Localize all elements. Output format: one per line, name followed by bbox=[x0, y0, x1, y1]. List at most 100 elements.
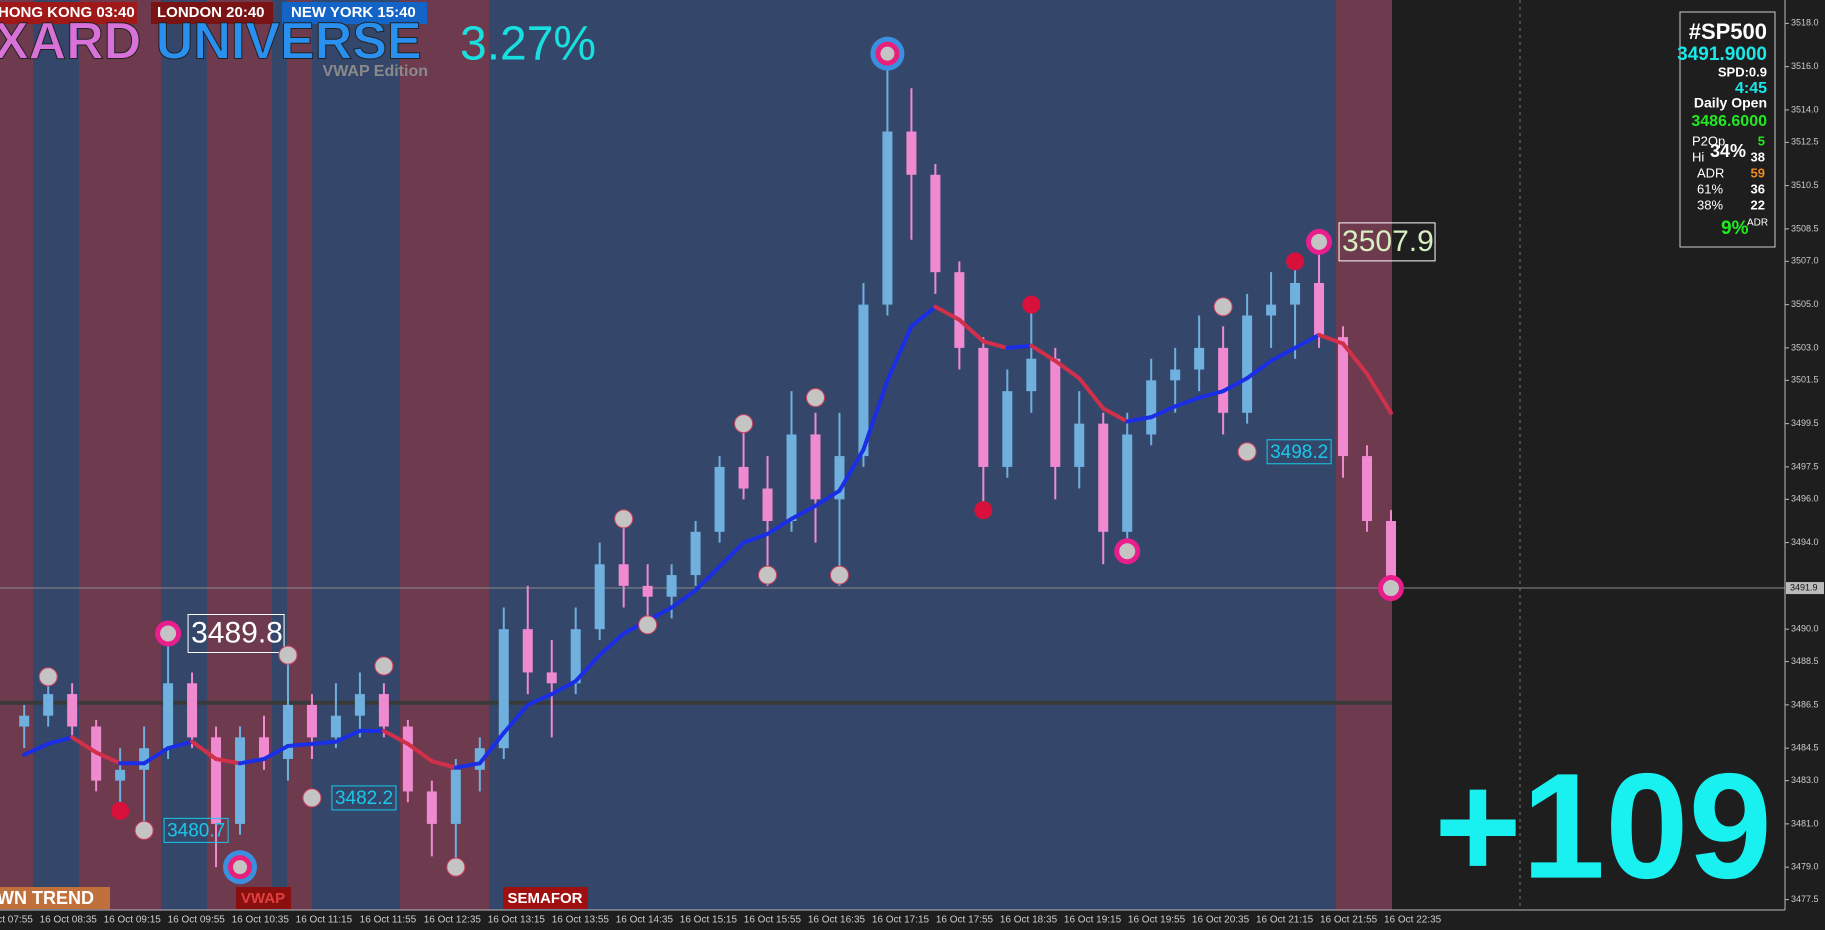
row-label: 38% bbox=[1697, 197, 1723, 212]
ring-core bbox=[160, 625, 177, 642]
y-tick-label: 3501.5 bbox=[1791, 375, 1819, 385]
axes: 3518.0 3516.0 3514.0 3512.5 3510.5 3508.5 3507… bbox=[0, 18, 1824, 926]
session-bands bbox=[0, 0, 1392, 910]
adr-label: ADR bbox=[1747, 218, 1768, 229]
price-label: 3480.7 bbox=[167, 820, 225, 841]
ma-segment bbox=[1341, 341, 1370, 376]
y-tick-label: 3503.0 bbox=[1791, 342, 1819, 352]
candle-body bbox=[1002, 391, 1013, 467]
candle-body bbox=[618, 564, 629, 586]
x-tick-label: 16 Oct 17:15 bbox=[872, 915, 930, 926]
session: LONDON 20:40 bbox=[157, 4, 265, 21]
ma-segment bbox=[1197, 389, 1226, 400]
candle-body bbox=[738, 466, 749, 489]
x-tick-label: 16 Oct 17:55 bbox=[936, 915, 994, 926]
candle-body bbox=[163, 683, 174, 749]
change-pct: 3.27% bbox=[460, 18, 596, 71]
semafor-gray bbox=[1213, 297, 1233, 317]
y-tick-label: 3477.5 bbox=[1791, 894, 1819, 904]
ma-segment bbox=[94, 750, 123, 766]
session: HONG KONG 03:40 bbox=[0, 4, 135, 21]
overlay-pct: 34% bbox=[1710, 141, 1746, 161]
ma-segment bbox=[1053, 358, 1082, 381]
tag-box bbox=[0, 887, 110, 909]
candle-body bbox=[306, 704, 317, 738]
ring-core bbox=[1119, 543, 1136, 560]
candle-body bbox=[1242, 315, 1253, 413]
candle-body bbox=[522, 629, 533, 673]
price-label: 3498.2 bbox=[1270, 442, 1328, 463]
candle-body bbox=[1122, 434, 1133, 532]
tag-box bbox=[503, 887, 588, 909]
y-tick-label: 3505.0 bbox=[1791, 299, 1819, 309]
semafor-pink bbox=[1306, 228, 1333, 255]
dot bbox=[134, 820, 154, 840]
candle-body bbox=[690, 531, 701, 576]
semafor-pink bbox=[1377, 575, 1404, 602]
y-tick-label: 3494.0 bbox=[1791, 537, 1819, 547]
adr-pct: 9% bbox=[1721, 218, 1749, 239]
x-tick-label: 16 Oct 11:55 bbox=[360, 915, 417, 926]
y-tick-label: 3484.5 bbox=[1791, 743, 1819, 753]
candle-body bbox=[402, 726, 413, 792]
semafor-red bbox=[1286, 252, 1305, 271]
x-tick-label: 16 Oct 16:35 bbox=[808, 915, 866, 926]
band bbox=[272, 0, 287, 910]
y-tick-label: 3516.0 bbox=[1791, 61, 1819, 71]
price-label-box bbox=[1266, 439, 1332, 465]
ma-segment bbox=[477, 731, 506, 766]
dot bbox=[829, 565, 849, 585]
candle-body bbox=[330, 715, 341, 738]
y-tick-label: 3488.5 bbox=[1791, 656, 1819, 666]
y-tick-label: 3507.0 bbox=[1791, 256, 1819, 266]
panel-box bbox=[1679, 11, 1776, 248]
dot bbox=[638, 615, 658, 635]
dot bbox=[302, 788, 322, 808]
x-tick-label: 16 Oct 08:35 bbox=[40, 915, 98, 926]
ma-segment bbox=[1269, 345, 1298, 363]
candle-body bbox=[211, 737, 222, 824]
row-value: 36 bbox=[1751, 181, 1765, 196]
candle-body bbox=[1314, 282, 1325, 338]
dot bbox=[614, 509, 634, 529]
session-box bbox=[282, 2, 427, 24]
semafor-gray bbox=[134, 820, 154, 840]
candle-body bbox=[1050, 358, 1061, 467]
session-box bbox=[151, 2, 273, 24]
header: HONG KONG 03:40 LONDON 20:40 NEW YORK 15… bbox=[0, 2, 596, 80]
candle-body bbox=[762, 488, 773, 521]
ma-segment bbox=[693, 564, 722, 593]
semafor-gray bbox=[374, 656, 394, 676]
band bbox=[161, 0, 207, 910]
ma-segment bbox=[333, 728, 362, 744]
candle-body bbox=[906, 131, 917, 175]
candle-body bbox=[810, 434, 821, 500]
candle-body bbox=[235, 737, 246, 824]
price: 3491.9000 bbox=[1677, 44, 1767, 65]
ma-segment bbox=[261, 744, 290, 761]
ma-segment bbox=[957, 317, 986, 344]
ma-segment bbox=[405, 741, 434, 764]
semafor-red bbox=[974, 501, 993, 520]
tag-box bbox=[236, 887, 291, 909]
row-value: 38 bbox=[1751, 149, 1765, 164]
candle-body bbox=[1338, 337, 1349, 457]
x-tick-label: 16 Oct 18:35 bbox=[1000, 915, 1058, 926]
ma-segment bbox=[1173, 395, 1202, 409]
dot bbox=[111, 801, 130, 820]
candle-body bbox=[930, 174, 941, 273]
y-tick-label: 3510.5 bbox=[1791, 180, 1819, 190]
ma-segment bbox=[1221, 376, 1250, 394]
semafor-ring bbox=[223, 850, 258, 885]
dot bbox=[374, 656, 394, 676]
ma-segment bbox=[1317, 332, 1346, 346]
row-label: 61% bbox=[1697, 181, 1723, 196]
dot bbox=[805, 388, 825, 408]
semafor-gray bbox=[302, 788, 322, 808]
candle-body bbox=[594, 564, 605, 630]
ma-segment bbox=[765, 516, 794, 536]
ma-segment bbox=[525, 692, 554, 707]
y-tick-label: 3497.5 bbox=[1791, 461, 1819, 471]
candle-body bbox=[450, 769, 461, 824]
